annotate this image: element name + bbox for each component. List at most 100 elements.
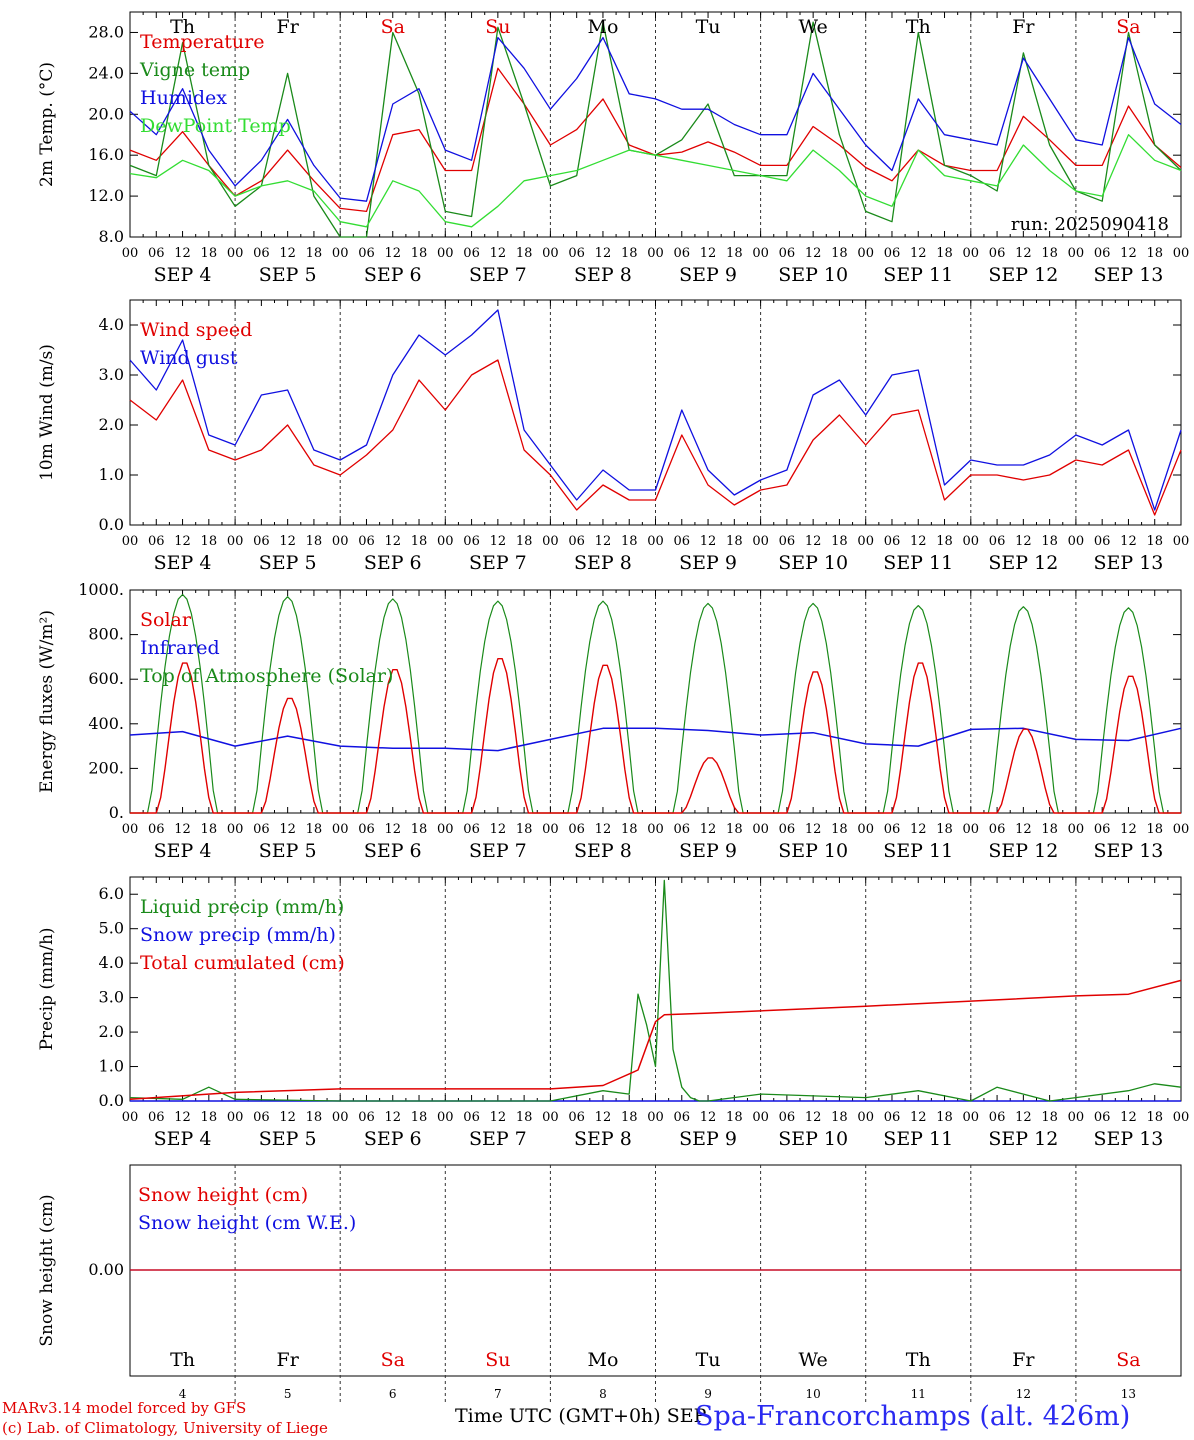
date-label: SEP 10 (778, 264, 848, 286)
x-tick-label: 00 (1068, 246, 1085, 261)
panel-frame-2 (129, 589, 1182, 814)
x-tick-label: 06 (568, 534, 585, 549)
date-label: SEP 10 (778, 840, 848, 862)
x-tick-label: 12 (700, 534, 717, 549)
x-tick-label: 00 (1068, 534, 1085, 549)
y-axis-label: 2m Temp. (°C) (37, 62, 57, 187)
x-tick-label: 06 (674, 246, 691, 261)
x-tick-label: 12 (279, 534, 296, 549)
date-label: SEP 5 (259, 552, 317, 574)
x-tick-label: 18 (726, 822, 743, 837)
x-tick-label: 18 (936, 246, 953, 261)
y-tick-label: 1000. (78, 580, 124, 599)
x-tick-label: 06 (884, 1110, 901, 1125)
x-tick-label: 12 (595, 246, 612, 261)
x-tick-label: 06 (884, 246, 901, 261)
x-tick-label: 06 (253, 1110, 270, 1125)
x-tick-label: 18 (201, 1110, 218, 1125)
date-label: SEP 12 (988, 1128, 1058, 1150)
date-label: SEP 7 (469, 1128, 527, 1150)
x-tick-label: 18 (516, 822, 533, 837)
x-tick-label: 06 (148, 1110, 165, 1125)
x-tick-label: 12 (1120, 246, 1137, 261)
x-tick-label: 06 (674, 534, 691, 549)
x-tick-label: 06 (463, 822, 480, 837)
x-tick-label: 12 (700, 1110, 717, 1125)
x-tick-label: 18 (621, 246, 638, 261)
series-solar (130, 658, 1181, 814)
series-liquid-precip (129, 879, 1182, 1102)
x-tick-label: 12 (1015, 822, 1032, 837)
legend-entry: Wind speed (140, 319, 252, 341)
x-tick-label: 06 (1094, 534, 1111, 549)
date-label: SEP 11 (883, 264, 953, 286)
x-tick-label: 12 (384, 1110, 401, 1125)
x-tick-label: 12 (910, 246, 927, 261)
x-tick-label: 00 (752, 534, 769, 549)
x-tick-label: 18 (936, 1110, 953, 1125)
y-tick-label: 16.0 (88, 145, 124, 164)
day-number: 8 (599, 1387, 607, 1401)
x-tick-label: 18 (831, 1110, 848, 1125)
series-blue (129, 309, 1182, 511)
day-name: Th (170, 16, 195, 38)
x-tick-label: 00 (542, 822, 559, 837)
x-tick-label: 00 (332, 1110, 349, 1125)
y-tick-label: 0. (109, 803, 124, 822)
day-name: Su (485, 1349, 510, 1371)
x-tick-label: 06 (884, 534, 901, 549)
date-label: SEP 6 (364, 552, 422, 574)
x-tick-label: 12 (174, 246, 191, 261)
x-tick-label: 00 (752, 246, 769, 261)
x-tick-label: 06 (568, 1110, 585, 1125)
x-axis-title: Time UTC (GMT+0h) SEP (455, 1405, 707, 1427)
x-tick-label: 12 (910, 822, 927, 837)
day-number: 7 (494, 1387, 502, 1401)
x-tick-label: 00 (857, 246, 874, 261)
x-tick-label: 00 (963, 246, 980, 261)
x-tick-label: 18 (306, 822, 323, 837)
x-tick-label: 00 (963, 534, 980, 549)
day-name: Tu (696, 16, 721, 38)
station-title: Spa-Francorchamps (alt. 426m) (695, 1401, 1131, 1432)
x-tick-label: 18 (726, 534, 743, 549)
date-label: SEP 7 (469, 840, 527, 862)
x-tick-label: 00 (857, 534, 874, 549)
x-tick-label: 18 (411, 1110, 428, 1125)
y-tick-label: 8.0 (99, 227, 124, 246)
legend-entry: Top of Atmosphere (Solar) (140, 665, 393, 687)
x-tick-label: 18 (726, 1110, 743, 1125)
x-tick-label: 12 (1015, 246, 1032, 261)
x-tick-label: 06 (779, 822, 796, 837)
x-tick-label: 12 (595, 534, 612, 549)
x-tick-label: 18 (1041, 822, 1058, 837)
x-tick-label: 00 (542, 246, 559, 261)
x-tick-label: 18 (411, 246, 428, 261)
x-tick-label: 00 (1173, 822, 1190, 837)
x-tick-label: 12 (384, 246, 401, 261)
day-name: Sa (381, 16, 405, 38)
x-tick-label: 06 (463, 246, 480, 261)
series-lightgreen (129, 134, 1182, 228)
date-label: SEP 7 (469, 552, 527, 574)
y-tick-label: 3.0 (99, 365, 124, 384)
date-label: SEP 8 (574, 552, 632, 574)
date-label: SEP 4 (154, 840, 212, 862)
day-name: We (799, 1349, 828, 1371)
y-tick-label: 3.0 (99, 988, 124, 1007)
x-tick-label: 00 (857, 1110, 874, 1125)
x-tick-label: 12 (490, 1110, 507, 1125)
day-name: Fr (277, 16, 300, 38)
x-tick-label: 18 (1146, 822, 1163, 837)
x-tick-label: 12 (595, 1110, 612, 1125)
series-red (129, 359, 1182, 516)
x-tick-label: 06 (989, 1110, 1006, 1125)
date-label: SEP 6 (364, 840, 422, 862)
legend-entry: Vigne temp (139, 59, 250, 81)
date-label: SEP 11 (883, 840, 953, 862)
x-tick-label: 06 (568, 246, 585, 261)
x-tick-label: 12 (279, 822, 296, 837)
x-tick-label: 06 (674, 1110, 691, 1125)
x-tick-label: 18 (1146, 246, 1163, 261)
